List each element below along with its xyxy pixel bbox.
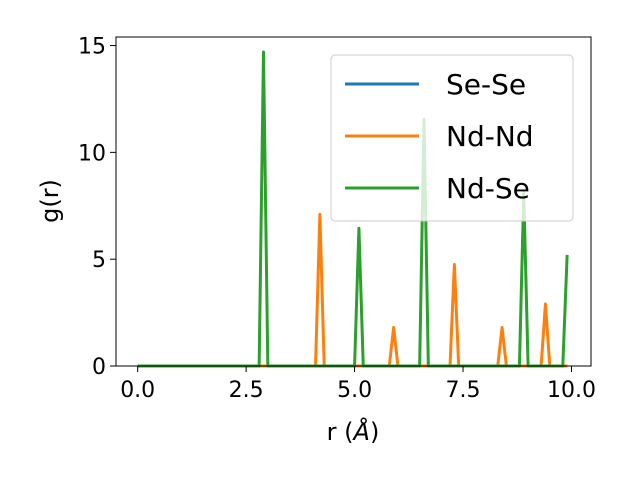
legend-label-nd-nd: Nd-Nd — [446, 120, 534, 153]
x-tick-label: 10.0 — [547, 378, 596, 403]
x-tick-label: 5.0 — [337, 378, 372, 403]
y-axis-ticks: 0 5 10 15 — [78, 35, 116, 380]
legend: Se-Se Nd-Nd Nd-Se — [330, 54, 574, 222]
x-axis-label-unit: Å — [352, 417, 370, 446]
x-tick-label: 7.5 — [446, 378, 481, 403]
legend-label-nd-se: Nd-Se — [446, 172, 530, 205]
legend-box — [330, 54, 574, 222]
series-line-nd-nd — [137, 212, 568, 368]
x-tick-label: 0.0 — [120, 378, 155, 403]
x-axis-label-suffix: ) — [370, 418, 379, 446]
y-axis-label: g(r) — [36, 179, 64, 223]
y-tick-label: 10 — [78, 141, 106, 166]
x-tick-label: 2.5 — [229, 378, 264, 403]
x-axis-label: r (Å) — [327, 417, 380, 446]
y-tick-label: 15 — [78, 35, 106, 60]
axes-frame — [115, 36, 592, 367]
x-axis-ticks: 0.0 2.5 5.0 7.5 10.0 — [120, 366, 596, 403]
legend-label-se-se: Se-Se — [446, 68, 526, 101]
y-tick-label: 0 — [92, 355, 106, 380]
x-axis-label-prefix: r ( — [327, 418, 354, 446]
y-tick-label: 5 — [92, 248, 106, 273]
